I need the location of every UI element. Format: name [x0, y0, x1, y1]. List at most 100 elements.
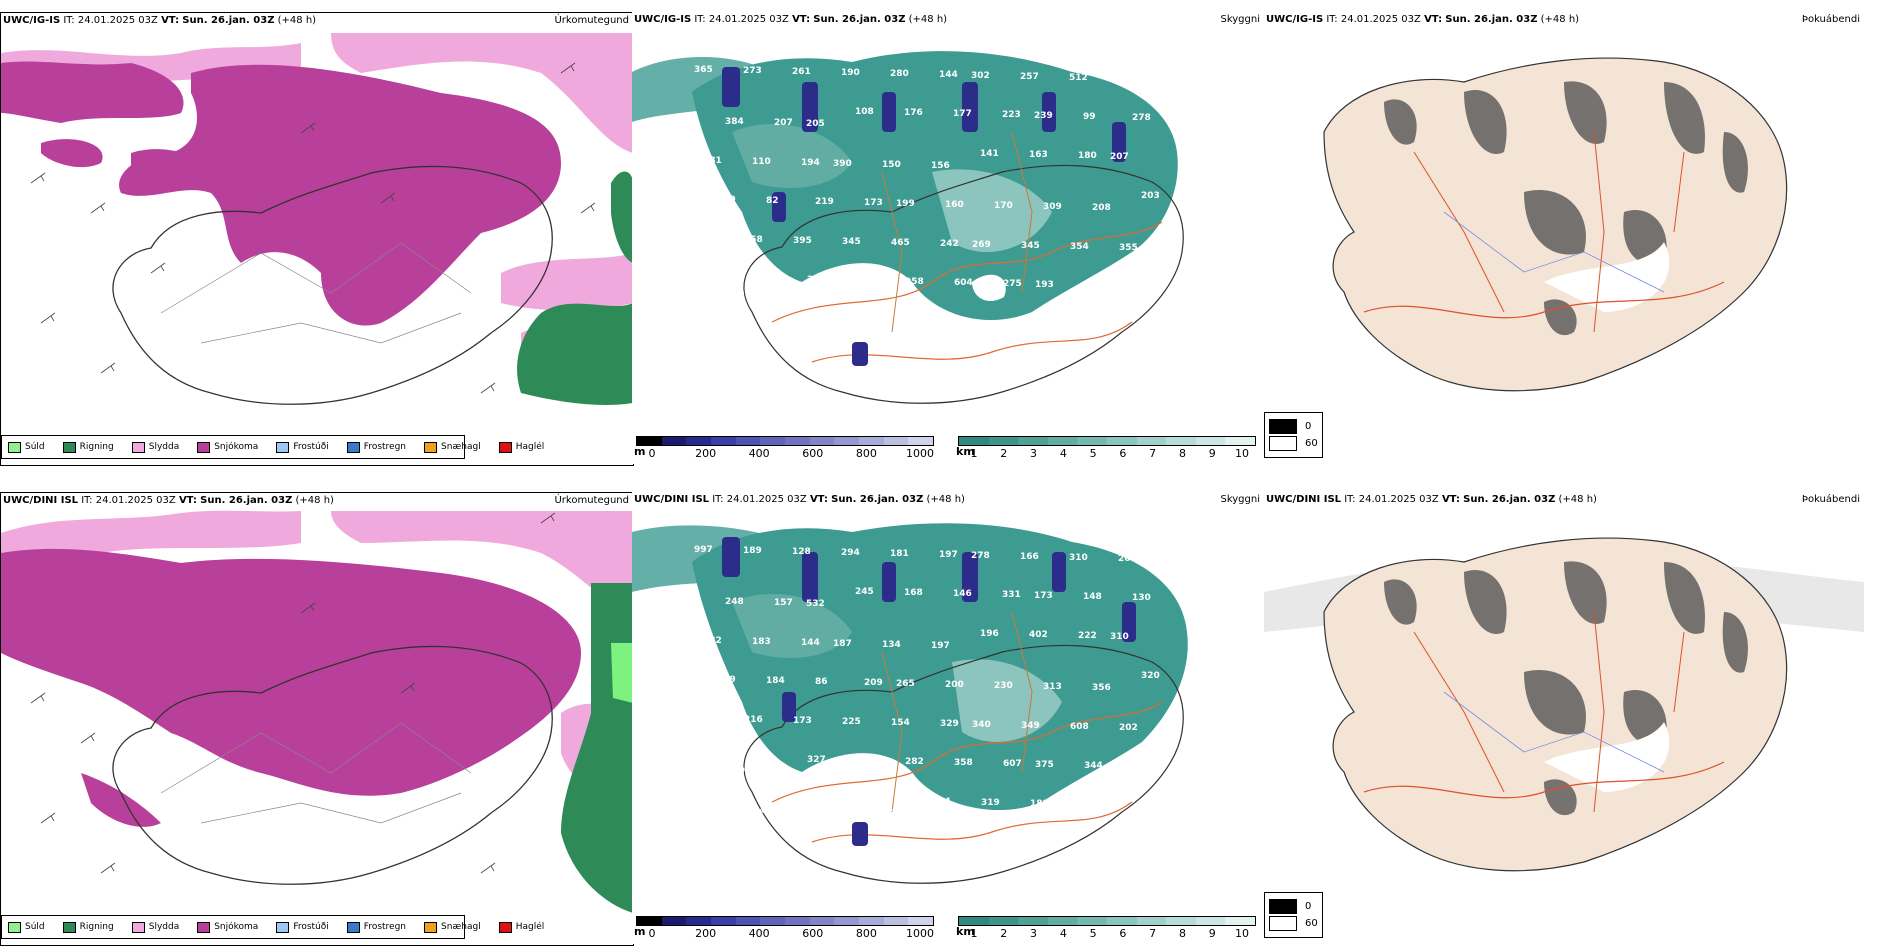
fog-legend-label: 60	[1305, 918, 1318, 929]
ceiling-value-label: 340	[972, 720, 991, 730]
colorbar-segment	[785, 917, 810, 925]
legend-item: Súld	[2, 441, 45, 453]
ceiling-value-label: 607	[1003, 759, 1022, 769]
ceiling-value-label: 278	[971, 551, 990, 561]
colorbar-segment	[1106, 917, 1137, 925]
ceiling-value-label: 365	[694, 65, 713, 75]
colorbar-tick: 10	[1235, 447, 1249, 460]
colorbar-segment	[1195, 437, 1226, 445]
ceiling-value-label: 108	[855, 107, 874, 117]
ceiling-value-label: 207	[1110, 152, 1129, 162]
ceiling-value-label: 194	[801, 158, 820, 168]
colorbar-segment	[908, 437, 934, 445]
colorbar-tick: 1	[970, 447, 978, 460]
colorbar-tick: 3	[1030, 447, 1038, 460]
fog-legend-label: 60	[1305, 438, 1318, 449]
ceiling-value-label: 465	[891, 238, 910, 248]
legend-label: Snjókoma	[214, 442, 259, 452]
colorbar-tick: 400	[748, 447, 770, 460]
colorbar-segment	[1195, 917, 1226, 925]
ceiling-value-label: 512	[1069, 73, 1088, 83]
ceiling-value-label: 166	[1020, 552, 1039, 562]
ceiling-value-label: 216	[744, 715, 763, 725]
ceiling-colorbar: 0 200 400 600 800 1000 m	[634, 916, 934, 940]
precip-map	[1, 33, 633, 405]
legend-label: Haglél	[515, 442, 545, 452]
ceiling-value-label: 146	[953, 589, 972, 599]
fog-map	[1264, 537, 1864, 872]
colorbar-segment	[661, 917, 687, 925]
colorbar-tick: 600	[802, 447, 824, 460]
ceiling-value-label: 248	[725, 597, 744, 607]
ceiling-value-label: 180	[1078, 151, 1097, 161]
ceiling-value-label: 608	[1070, 722, 1089, 732]
ceiling-value-label: 294	[841, 548, 860, 558]
ceiling-value-label: 390	[833, 159, 852, 169]
ceiling-value-label: 128	[792, 547, 811, 557]
fog-legend-item: 0	[1269, 419, 1318, 434]
ceiling-value-label: 203	[1141, 191, 1160, 201]
colorbar-segment	[711, 917, 736, 925]
ceiling-value-label: 196	[980, 629, 999, 639]
colorbar-segment	[1047, 437, 1078, 445]
ceiling-value-label: 997	[694, 545, 713, 555]
ceiling-value-label: 156	[931, 161, 950, 171]
ceiling-value-label: 604	[954, 278, 973, 288]
legend-item: Slydda	[126, 921, 180, 933]
colorbar-unit: km	[956, 445, 975, 458]
colorbar-unit: m	[634, 445, 646, 458]
colorbar-tick: 200	[695, 927, 717, 940]
fog-legend: 0 60	[1264, 892, 1323, 938]
ceiling-value-label: 544	[932, 797, 951, 807]
colorbar-tick: 3	[1030, 927, 1038, 940]
ceiling-value-label: 299	[758, 287, 777, 297]
legend-item: Snæhagl	[418, 921, 481, 933]
colorbar-tick: 6	[1119, 447, 1127, 460]
colorbar-segment	[1077, 917, 1107, 925]
precip-type-title: Úrkomutegund	[554, 15, 629, 26]
ceiling-value-label: 219	[815, 197, 834, 207]
ceiling-value-label: 187	[833, 639, 852, 649]
colorbar-segment	[834, 917, 860, 925]
ceiling-value-label: 197	[939, 550, 958, 560]
ceiling-value-label: 265	[896, 679, 915, 689]
colorbar-segment	[637, 437, 662, 445]
colorbar-tick: 9	[1208, 927, 1216, 940]
legend-item: Rigning	[57, 441, 114, 453]
legend-label: Rigning	[79, 442, 114, 452]
ceiling-value-label: 163	[1029, 150, 1048, 160]
colorbar-segment	[809, 437, 835, 445]
colorbar-tick: 1000	[906, 927, 934, 940]
ceiling-value-label: 225	[842, 717, 861, 727]
colorbar-segment	[809, 917, 835, 925]
ceiling-value-label: 181	[703, 156, 722, 166]
ceiling-value-label: 355	[1119, 243, 1138, 253]
legend-label: Frostúði	[293, 442, 329, 452]
ceiling-value-label: 160	[945, 200, 964, 210]
colorbar-tick: 400	[748, 927, 770, 940]
ceiling-value-label: 141	[980, 149, 999, 159]
colorbar-tick: 7	[1149, 927, 1157, 940]
colorbar-segment	[834, 437, 860, 445]
ceiling-value-label: 986	[802, 807, 821, 817]
colorbar-tick: 8	[1178, 927, 1186, 940]
colorbar-segment	[1136, 437, 1167, 445]
ceiling-value-label: 356	[1092, 683, 1111, 693]
colorbar-segment	[1166, 917, 1196, 925]
ceiling-value-label: 310	[1110, 632, 1129, 642]
ceiling-value-label: 375	[1035, 760, 1054, 770]
legend-label: Súld	[25, 922, 45, 932]
legend-item: Súld	[2, 921, 45, 933]
visibility-colorbar: 1 2 3 4 5 6 7 8 9 10 km	[956, 436, 1256, 460]
colorbar-segment	[1018, 437, 1048, 445]
legend-label: Frostregn	[363, 442, 407, 452]
fog-legend-item: 60	[1269, 916, 1318, 931]
colorbar-strip	[636, 436, 934, 446]
ceiling-value-label: 168	[904, 588, 923, 598]
ceiling-value-label: 278	[1132, 113, 1151, 123]
ceiling-value-label: 282	[905, 757, 924, 767]
colorbar-unit: km	[956, 925, 975, 938]
colorbar-segment	[735, 437, 761, 445]
ceiling-colorbar: 0 200 400 600 800 1000 m	[634, 436, 934, 460]
legend-label: Slydda	[148, 922, 180, 932]
